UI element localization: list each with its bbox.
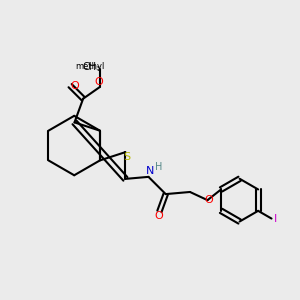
Text: H: H (155, 162, 163, 172)
Text: CH₃: CH₃ (82, 61, 100, 72)
Text: I: I (274, 214, 277, 224)
Text: O: O (154, 212, 163, 221)
Text: N: N (146, 166, 154, 176)
Text: O: O (70, 81, 79, 91)
Text: O: O (95, 77, 103, 87)
Text: methyl: methyl (76, 62, 105, 71)
Text: O: O (204, 195, 213, 205)
Text: S: S (123, 152, 130, 162)
